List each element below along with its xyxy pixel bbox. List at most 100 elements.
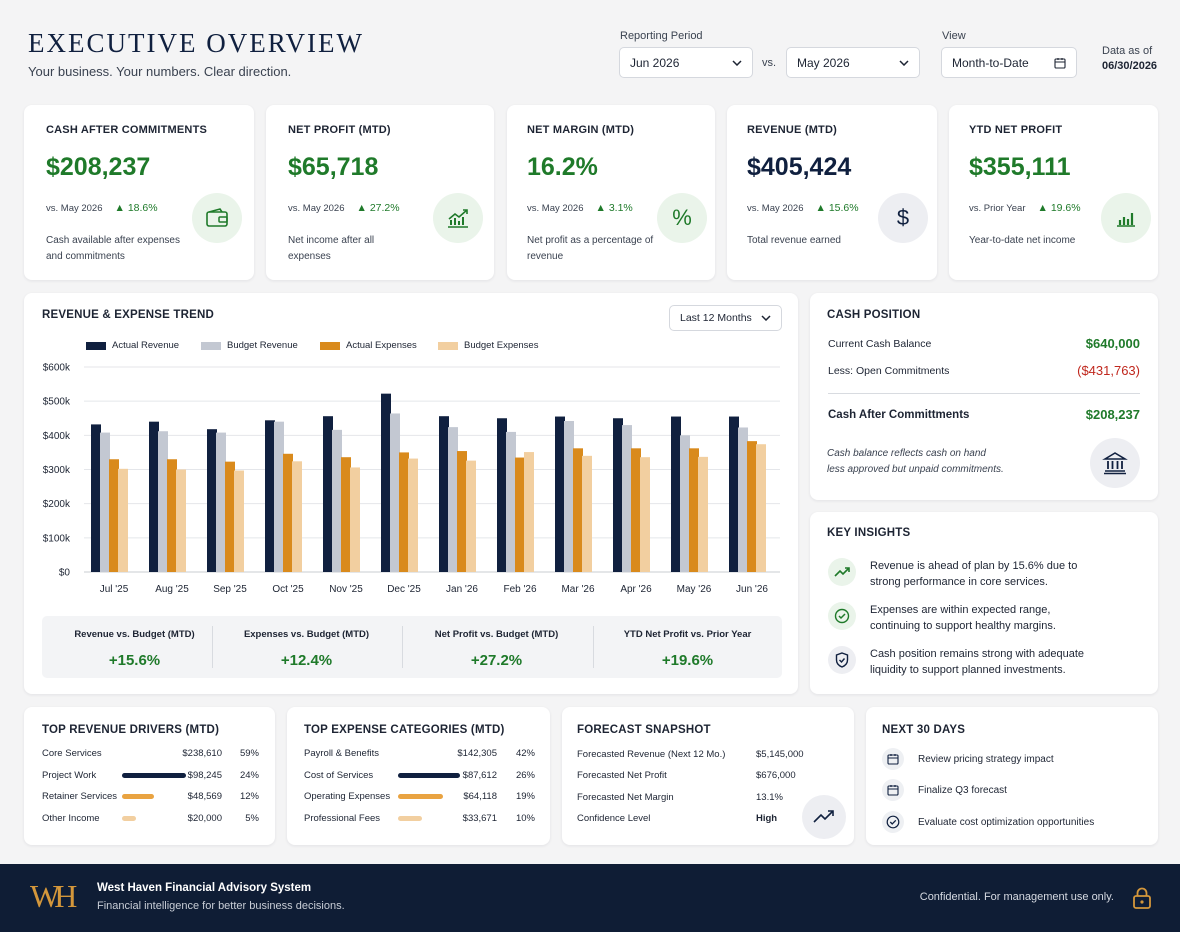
- row-amount: $98,245: [187, 769, 222, 781]
- bar-budget-revenue: [506, 431, 516, 572]
- kpi-delta: 3.1%: [608, 202, 633, 214]
- trend-line-icon: [802, 795, 846, 839]
- kpi-title: CASH AFTER COMMITMENTS: [46, 124, 208, 136]
- row-name: Other Income: [42, 812, 100, 824]
- period-current-value: Jun 2026: [630, 55, 680, 70]
- period-current-select[interactable]: Jun 2026: [619, 47, 753, 78]
- bar-actual-expenses: [457, 451, 467, 572]
- bar-budget-revenue: [564, 420, 574, 572]
- bar-budget-expenses: [350, 467, 360, 572]
- view-value: Month-to-Date: [952, 55, 1029, 70]
- data-as-of-label: Data as of: [1102, 45, 1153, 57]
- cash-row-current-balance: Current Cash Balance $640,000: [828, 336, 1140, 351]
- bar-budget-revenue: [448, 427, 458, 572]
- cash-row-total: Cash After Committments $208,237: [828, 407, 1140, 422]
- forecast-label: Forecasted Net Profit: [577, 770, 667, 781]
- period-compare-select[interactable]: May 2026: [786, 47, 920, 78]
- insight-text: strong performance in core services.: [870, 576, 1048, 588]
- view-label: View: [942, 30, 966, 42]
- bar-budget-expenses: [408, 458, 418, 572]
- kpi-card-ytd-net-profit: YTD NET PROFIT $355,111 vs. Prior Year ▲ …: [949, 105, 1158, 280]
- y-tick-label: $200k: [43, 499, 71, 510]
- insight-text: continuing to support healthy margins.: [870, 620, 1056, 632]
- bar-actual-expenses: [515, 457, 525, 572]
- kpi-title: NET MARGIN (MTD): [527, 124, 635, 136]
- kpi-compare: vs. May 2026 ▲ 3.1%: [527, 202, 633, 214]
- key-insights-title: KEY INSIGHTS: [827, 527, 911, 539]
- row-amount: $142,305: [457, 748, 497, 759]
- bar-budget-revenue: [680, 435, 690, 572]
- wallet-icon: [192, 193, 242, 243]
- todo-item[interactable]: Evaluate cost optimization opportunities: [882, 811, 1094, 833]
- kpi-compare-label: vs. May 2026: [46, 203, 103, 214]
- kpi-compare-label: vs. May 2026: [747, 203, 804, 214]
- bar-budget-expenses: [292, 461, 302, 572]
- summary-divider: [402, 626, 403, 668]
- cash-note-line: Cash balance reflects cash on hand: [827, 448, 986, 459]
- x-tick-label: Apr '26: [620, 584, 652, 595]
- share-bar: [122, 794, 154, 799]
- bar-actual-revenue: [729, 416, 739, 572]
- forecast-value: 13.1%: [756, 792, 783, 803]
- y-tick-label: $600k: [43, 363, 71, 374]
- kpi-value: $405,424: [747, 153, 852, 181]
- x-tick-label: Dec '25: [387, 584, 421, 595]
- kpi-delta: 27.2%: [369, 202, 400, 214]
- insight-text: Cash position remains strong with adequa…: [870, 648, 1085, 660]
- dollar-icon: $: [878, 193, 928, 243]
- row-name: Project Work: [42, 769, 97, 781]
- insight-item: Cash position remains strong with adequa…: [828, 646, 1140, 678]
- cash-total-label: Cash After Committments: [828, 408, 970, 421]
- forecast-label: Forecasted Revenue (Next 12 Mo.): [577, 749, 726, 760]
- bar-actual-expenses: [631, 448, 641, 572]
- todo-text: Evaluate cost optimization opportunities: [918, 816, 1095, 828]
- kpi-value: $65,718: [288, 153, 379, 181]
- view-select[interactable]: Month-to-Date: [941, 47, 1077, 78]
- summary-value: +27.2%: [470, 652, 523, 669]
- todo-item[interactable]: Finalize Q3 forecast: [882, 779, 1007, 801]
- period-compare-value: May 2026: [797, 55, 850, 70]
- data-as-of: Data as of 06/30/2026: [1102, 44, 1157, 74]
- cash-note-line: less approved but unpaid commitments.: [827, 464, 1004, 475]
- bar-budget-expenses: [524, 452, 534, 572]
- data-as-of-date: 06/30/2026: [1102, 60, 1158, 72]
- bar-budget-expenses: [756, 444, 766, 572]
- bar-actual-revenue: [613, 418, 623, 572]
- reporting-period-label: Reporting Period: [620, 30, 703, 42]
- row-name: Payroll & Benefits: [304, 748, 379, 759]
- todo-item[interactable]: Review pricing strategy impact: [882, 748, 1054, 770]
- bar-budget-revenue: [390, 413, 400, 572]
- summary-divider: [593, 626, 594, 668]
- bar-actual-revenue: [555, 416, 565, 572]
- percent-icon: %: [657, 193, 707, 243]
- trend-range-select[interactable]: Last 12 Months: [669, 305, 782, 331]
- x-tick-label: Aug '25: [155, 584, 189, 595]
- y-tick-label: $500k: [43, 397, 71, 408]
- calendar-icon: [1054, 57, 1066, 69]
- summary-label: Expenses vs. Budget (MTD): [243, 629, 370, 640]
- forecast-label: Forecasted Net Margin: [577, 792, 674, 803]
- todo-text: Finalize Q3 forecast: [918, 784, 1007, 796]
- bar-actual-revenue: [265, 420, 275, 572]
- share-bar: [398, 794, 443, 799]
- footer-company-name: West Haven Financial Advisory System: [97, 882, 312, 894]
- x-tick-label: Feb '26: [503, 584, 536, 595]
- row-amount: $238,610: [182, 748, 222, 759]
- y-tick-label: $400k: [43, 431, 71, 442]
- trend-summary-bar: Revenue vs. Budget (MTD) +15.6% Expenses …: [42, 616, 782, 678]
- bar-budget-expenses: [582, 455, 592, 572]
- y-tick-label: $100k: [43, 533, 71, 544]
- kpi-delta: 18.6%: [127, 202, 158, 214]
- kpi-compare-label: vs. May 2026: [527, 203, 584, 214]
- kpi-desc: Net income after all expenses: [288, 235, 375, 262]
- row-name: Cost of Services: [304, 769, 374, 781]
- kpi-delta: 15.6%: [828, 202, 859, 214]
- expense-categories-title: TOP EXPENSE CATEGORIES (MTD): [304, 724, 505, 736]
- summary-label: Net Profit vs. Budget (MTD): [434, 629, 559, 640]
- kpi-card-net-profit: NET PROFIT (MTD) $65,718 vs. May 2026 ▲ 2…: [266, 105, 494, 280]
- next-30-days-title: NEXT 30 DAYS: [882, 724, 966, 736]
- kpi-compare: vs. May 2026 ▲ 15.6%: [747, 202, 859, 214]
- insight-text: Expenses are within expected range,: [870, 604, 1051, 616]
- kpi-title: NET PROFIT (MTD): [288, 124, 391, 136]
- calendar-icon: [882, 779, 904, 801]
